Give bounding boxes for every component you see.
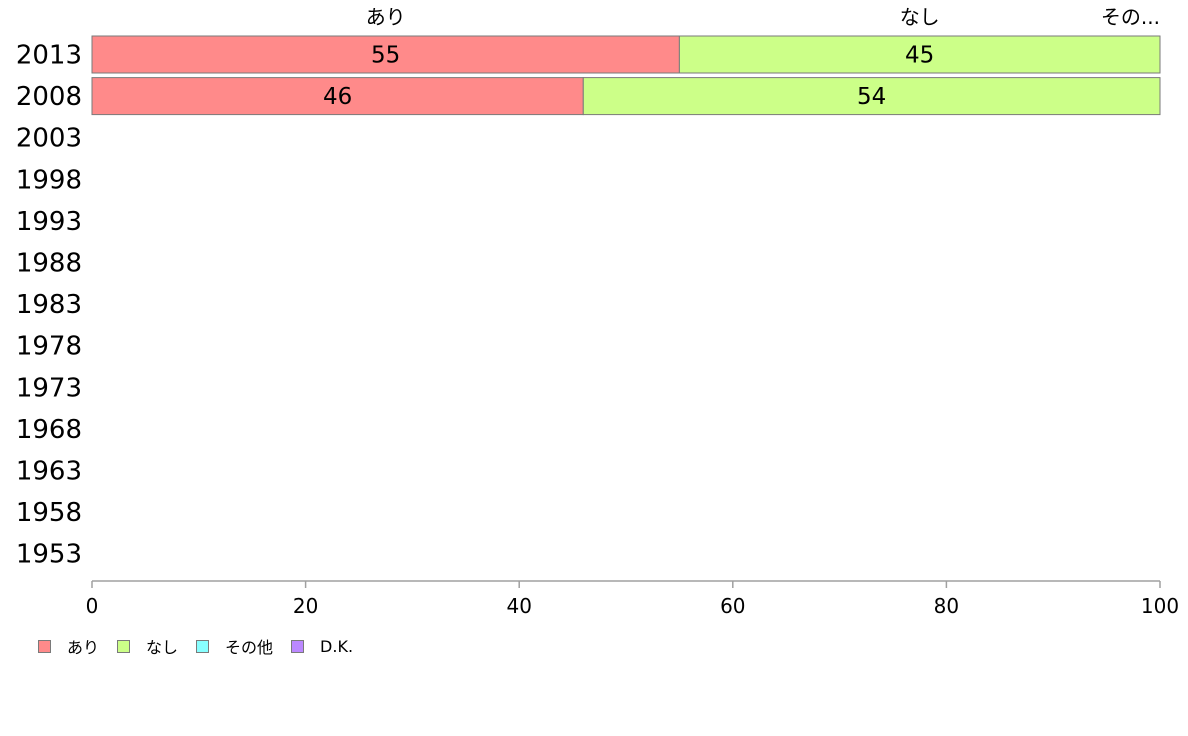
- year-label: 2003: [16, 124, 82, 154]
- year-label: 1978: [16, 332, 82, 362]
- year-label: 1958: [16, 498, 82, 528]
- year-label: 1968: [16, 415, 82, 445]
- legend-swatch: [291, 639, 305, 653]
- legend-item: D.K.: [291, 637, 353, 656]
- legend-swatch: [38, 639, 51, 653]
- bar-segment: [582, 77, 1161, 116]
- legend-swatch: [196, 639, 210, 653]
- x-tick-label: 60: [720, 594, 745, 618]
- segment-category-label: あり: [366, 5, 406, 29]
- bar-segment: [91, 35, 680, 74]
- year-label: 1988: [16, 249, 82, 279]
- x-tick-label: 20: [293, 594, 318, 618]
- bar-value-label: 45: [905, 43, 934, 69]
- legend-label: D.K.: [320, 636, 354, 656]
- segment-category-label: その...: [1101, 5, 1160, 29]
- legend-label: その他: [225, 638, 274, 657]
- bar-value-label: 46: [323, 84, 352, 110]
- bar-value-label: 54: [857, 84, 886, 110]
- year-label: 2008: [16, 82, 82, 112]
- year-label: 1983: [16, 290, 82, 320]
- legend-item: あり: [38, 634, 99, 658]
- bar-segment: [678, 35, 1161, 74]
- year-label: 1993: [16, 207, 82, 237]
- x-tick-label: 100: [1141, 594, 1179, 618]
- legend-swatch: [117, 639, 131, 653]
- bar-segment: [91, 77, 584, 116]
- legend-label: あり: [67, 638, 100, 657]
- legend-item: その他: [196, 634, 273, 658]
- x-tick-label: 40: [506, 594, 531, 618]
- segment-category-label: なし: [900, 5, 940, 29]
- year-label: 1998: [16, 165, 82, 195]
- year-label: 2013: [16, 41, 82, 71]
- legend-item: なし: [117, 634, 178, 658]
- x-tick-label: 80: [934, 594, 959, 618]
- year-label: 1953: [16, 540, 82, 570]
- year-label: 1963: [16, 457, 82, 487]
- x-tick-label: 0: [86, 594, 99, 618]
- legend-label: なし: [146, 638, 179, 657]
- bar-value-label: 55: [371, 43, 400, 69]
- legend: あり なし その他 D.K.: [38, 634, 371, 658]
- year-label: 1973: [16, 373, 82, 403]
